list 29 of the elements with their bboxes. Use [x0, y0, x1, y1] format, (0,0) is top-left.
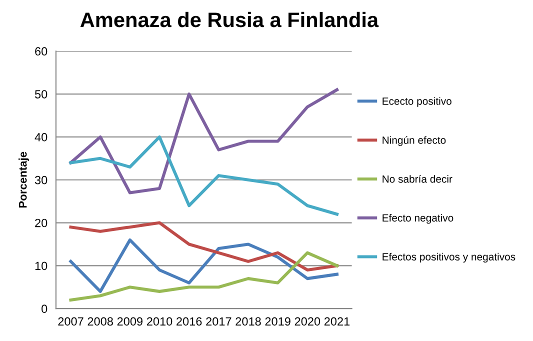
legend-label: Ececto positivo — [382, 97, 452, 107]
line-series — [69, 251, 339, 302]
legend-label: Efectos positivos y negativos — [382, 252, 516, 263]
y-tick-label: 40 — [34, 133, 48, 142]
x-tick-label: 2020 — [294, 317, 320, 326]
x-tick-label: 2021 — [324, 317, 350, 326]
line-series — [69, 221, 339, 272]
x-tick-label: 2017 — [206, 317, 232, 326]
y-tick-label: 10 — [35, 262, 48, 270]
x-tick-label: 2007 — [58, 317, 84, 326]
y-tick-label: 60 — [35, 47, 48, 56]
y-axis-title: Porcentaje — [18, 152, 29, 208]
y-tick-label: 0 — [42, 304, 48, 313]
x-tick-label: 2009 — [117, 317, 142, 326]
line-series — [69, 238, 339, 293]
y-tick-label: 30 — [34, 176, 48, 184]
y-tick-label: 50 — [34, 90, 48, 98]
line-series — [69, 135, 339, 216]
line-series — [69, 88, 339, 194]
legend-label: Ningún efecto — [382, 136, 446, 146]
x-tick-label: 2019 — [265, 317, 290, 326]
legend-label: Efecto negativo — [382, 214, 454, 224]
x-tick-label: 2008 — [88, 317, 113, 326]
x-tick-label: 2010 — [146, 317, 172, 326]
x-tick-label: 2018 — [236, 317, 261, 326]
y-tick-label: 20 — [35, 218, 48, 228]
chart-title: Amenaza de Rusia a Finlandia — [80, 12, 379, 28]
legend-label: No sabría decir — [382, 174, 452, 183]
x-tick-label: 2016 — [176, 317, 202, 326]
